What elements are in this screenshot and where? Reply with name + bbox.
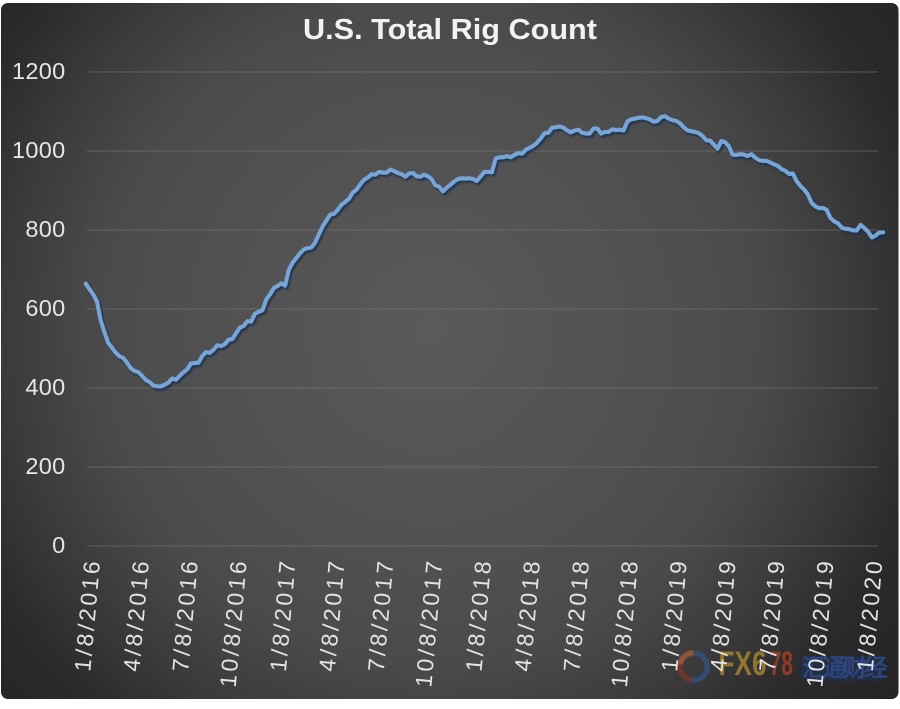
svg-text:0: 0 (52, 532, 65, 558)
svg-text:U.S. Total Rig Count: U.S. Total Rig Count (303, 14, 597, 46)
svg-text:200: 200 (25, 453, 65, 479)
svg-text:78: 78 (770, 645, 794, 683)
svg-text:1200: 1200 (12, 58, 65, 84)
svg-text:汇通财经: 汇通财经 (802, 654, 888, 682)
svg-text:1000: 1000 (12, 137, 65, 163)
svg-text:800: 800 (25, 216, 65, 242)
svg-text:600: 600 (25, 295, 65, 321)
svg-text:400: 400 (25, 374, 65, 400)
svg-text:FX6: FX6 (719, 645, 767, 683)
